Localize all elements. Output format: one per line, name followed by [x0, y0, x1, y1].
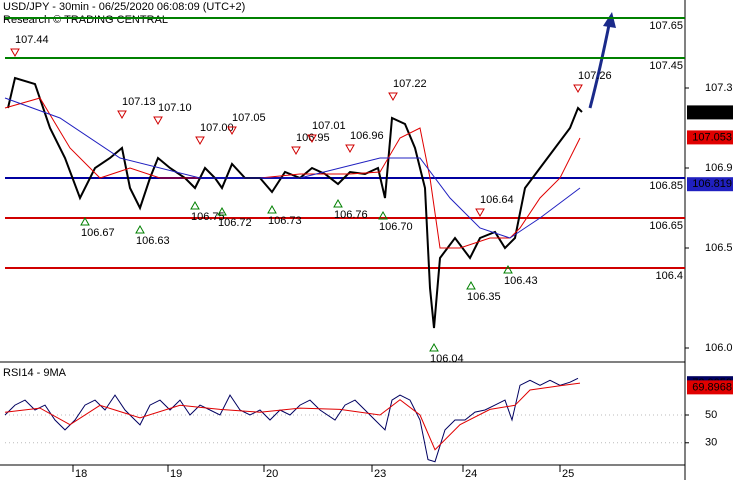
x-tick-label: 23 [374, 468, 386, 480]
level-label: 106.85 [649, 180, 683, 192]
low-label: 106.04 [430, 353, 464, 365]
chart-title: USD/JPY - 30min - 06/25/2020 06:08:09 (U… [3, 1, 245, 13]
level-label: 107.45 [649, 60, 683, 72]
last-value-label: 69.8968 [692, 381, 732, 393]
y-tick-label: 106.9 [705, 162, 733, 174]
high-marker [117, 110, 127, 120]
low-label: 106.63 [136, 235, 170, 247]
low-marker [503, 264, 513, 274]
low-marker [429, 342, 439, 352]
high-label: 107.00 [200, 122, 234, 134]
last-value-box [687, 130, 733, 145]
x-tick-label: 20 [266, 468, 278, 480]
low-marker [333, 198, 343, 208]
high-label: 107.01 [312, 120, 346, 132]
low-marker [267, 204, 277, 214]
x-tick-label: 25 [562, 468, 574, 480]
high-marker [345, 144, 355, 154]
series-line [4, 377, 579, 463]
high-marker [10, 48, 20, 58]
high-marker [388, 92, 398, 102]
high-label: 107.10 [158, 102, 192, 114]
last-value-label: 107.053 [692, 131, 732, 143]
high-label: 106.96 [350, 130, 384, 142]
high-marker [307, 134, 317, 144]
last-value-box [687, 177, 733, 192]
level-label: 106.4 [655, 270, 683, 282]
y-tick-label: 106.5 [705, 242, 733, 254]
high-label: 107.44 [15, 34, 49, 46]
x-tick-label: 18 [75, 468, 87, 480]
level-label: 106.65 [649, 220, 683, 232]
low-label: 106.35 [467, 291, 501, 303]
high-marker [227, 126, 237, 136]
low-marker [80, 216, 90, 226]
low-label: 106.76 [334, 209, 368, 221]
series-line [4, 97, 581, 249]
rsi-title: RSI14 - 9MA [3, 367, 67, 379]
high-label: 106.95 [296, 132, 330, 144]
chart-subtitle: Research © TRADING CENTRAL [3, 14, 168, 26]
low-marker [135, 224, 145, 234]
low-marker [217, 206, 227, 216]
high-marker [573, 84, 583, 94]
low-marker [466, 280, 476, 290]
y-tick-label: 106.0 [705, 342, 733, 354]
last-value-label: 106.819 [692, 178, 732, 190]
series-line [4, 97, 581, 239]
last-value-box [687, 105, 733, 120]
y-tick-label: 107.3 [705, 82, 733, 94]
high-label: 107.22 [393, 78, 427, 90]
low-marker [378, 210, 388, 220]
low-label: 106.73 [268, 215, 302, 227]
x-tick-label: 19 [170, 468, 182, 480]
forecast-arrow-head [603, 12, 616, 28]
y-tick-label: 50 [705, 409, 717, 421]
high-label: 107.26 [578, 70, 612, 82]
high-label: 107.13 [122, 96, 156, 108]
high-marker [475, 208, 485, 218]
high-marker [153, 116, 163, 126]
x-tick-label: 24 [465, 468, 477, 480]
level-label: 107.65 [649, 20, 683, 32]
high-label: 106.64 [480, 194, 514, 206]
low-label: 106.72 [218, 217, 252, 229]
low-label: 106.70 [379, 221, 413, 233]
series-line [7, 76, 583, 329]
forecast-arrow [588, 19, 612, 109]
low-label: 106.67 [81, 227, 115, 239]
high-marker [195, 136, 205, 146]
last-value-box [687, 380, 733, 395]
low-label: 106.75 [191, 211, 225, 223]
low-label: 106.43 [504, 275, 538, 287]
high-label: 107.05 [232, 112, 266, 124]
y-tick-label: 30 [705, 437, 717, 449]
last-value-label: 107.178 [692, 106, 732, 118]
series-line [4, 382, 581, 451]
high-marker [291, 146, 301, 156]
low-marker [190, 200, 200, 210]
